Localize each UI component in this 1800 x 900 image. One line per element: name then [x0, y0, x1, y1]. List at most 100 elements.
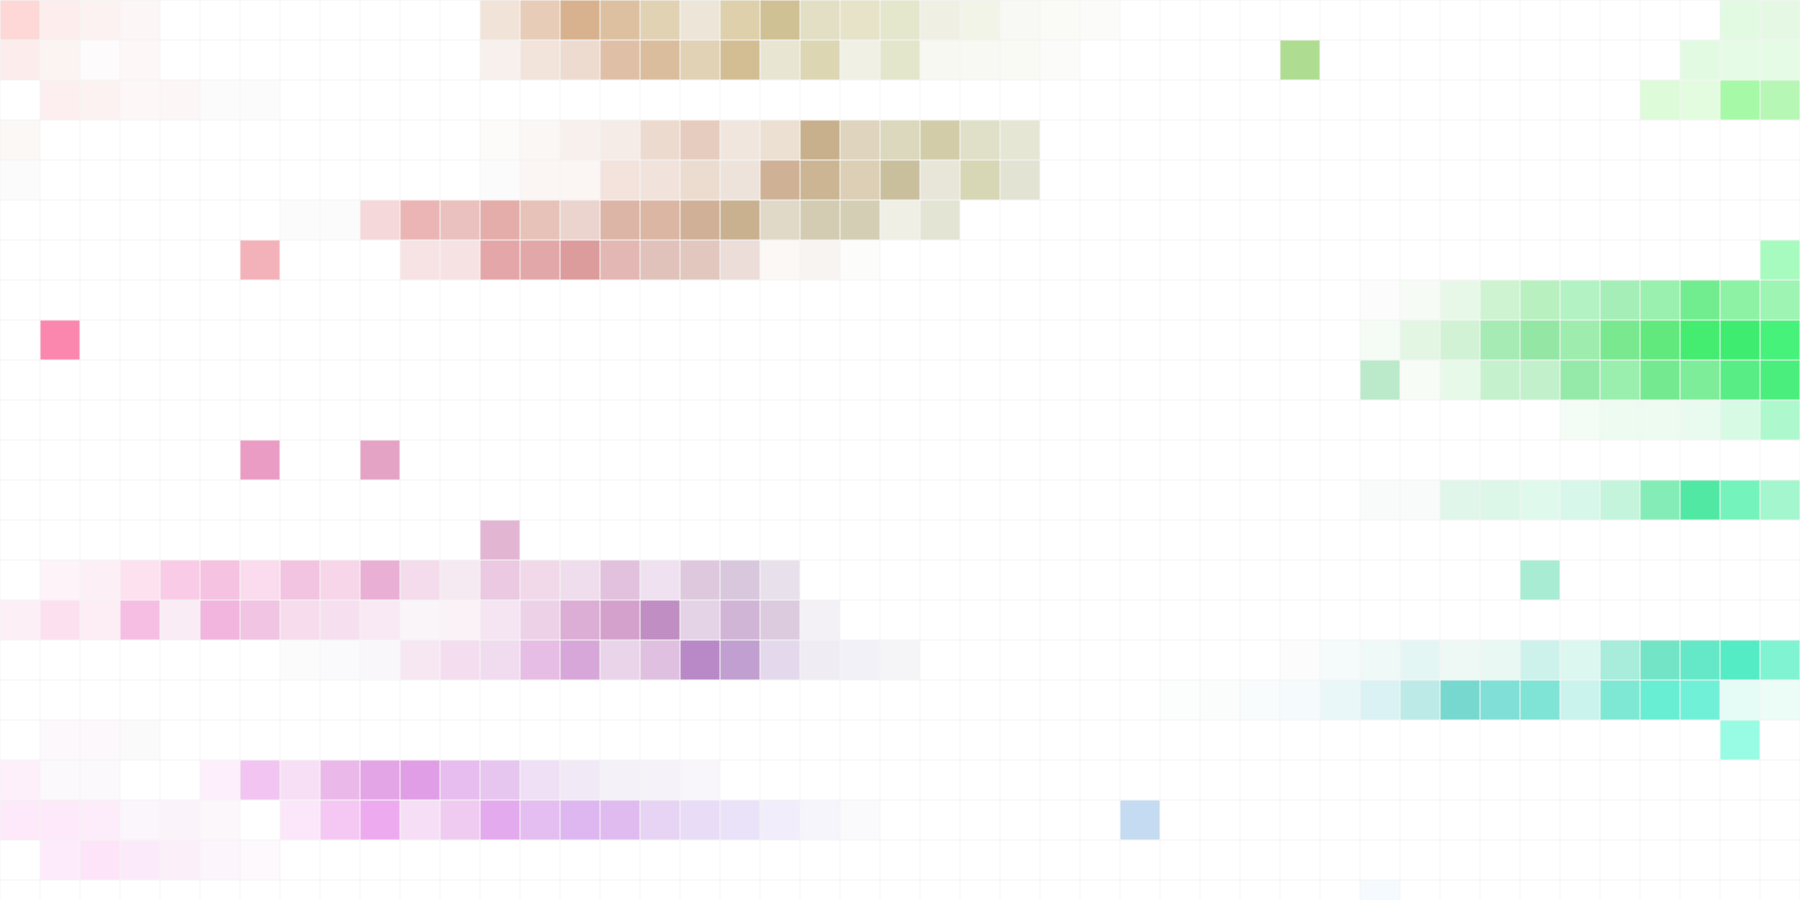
heatmap-empty-cell — [1199, 279, 1241, 321]
heatmap-empty-cell — [1439, 439, 1481, 481]
heatmap-empty-cell — [959, 639, 1001, 681]
heatmap-empty-cell — [479, 79, 521, 121]
heatmap-cell — [79, 799, 121, 841]
heatmap-empty-cell — [1599, 0, 1641, 41]
heatmap-empty-cell — [359, 479, 401, 521]
heatmap-cell — [519, 119, 561, 161]
heatmap-empty-cell — [1519, 879, 1561, 900]
heatmap-cell — [119, 719, 161, 761]
heatmap-cell — [1359, 639, 1401, 681]
heatmap-cell — [1679, 359, 1721, 401]
heatmap-empty-cell — [1599, 839, 1641, 881]
heatmap-empty-cell — [1199, 439, 1241, 481]
heatmap-empty-cell — [1559, 239, 1601, 281]
heatmap-cell — [239, 439, 281, 481]
heatmap-empty-cell — [319, 879, 361, 900]
heatmap-empty-cell — [1639, 839, 1681, 881]
heatmap-empty-cell — [759, 319, 801, 361]
heatmap-cell — [1639, 399, 1681, 441]
heatmap-empty-cell — [999, 879, 1041, 900]
heatmap-empty-cell — [1119, 879, 1161, 900]
heatmap-cell — [119, 79, 161, 121]
heatmap-empty-cell — [1559, 719, 1601, 761]
heatmap-empty-cell — [1759, 799, 1800, 841]
heatmap-cell — [199, 799, 241, 841]
heatmap-cell — [799, 0, 841, 41]
heatmap-cell — [919, 199, 961, 241]
heatmap-empty-cell — [1559, 439, 1601, 481]
heatmap-empty-cell — [1479, 399, 1521, 441]
heatmap-empty-cell — [1079, 599, 1121, 641]
heatmap-empty-cell — [999, 679, 1041, 721]
heatmap-empty-cell — [1279, 359, 1321, 401]
heatmap-empty-cell — [1039, 159, 1081, 201]
heatmap-cell — [479, 159, 521, 201]
heatmap-empty-cell — [39, 479, 81, 521]
heatmap-empty-cell — [359, 359, 401, 401]
heatmap-cell — [759, 0, 801, 41]
heatmap-empty-cell — [1559, 879, 1601, 900]
heatmap-empty-cell — [39, 639, 81, 681]
heatmap-empty-cell — [1479, 239, 1521, 281]
heatmap-cell — [119, 39, 161, 81]
heatmap-empty-cell — [199, 0, 241, 41]
heatmap-cell — [1439, 679, 1481, 721]
heatmap-empty-cell — [1399, 759, 1441, 801]
heatmap-cell — [39, 0, 81, 41]
heatmap-empty-cell — [1039, 519, 1081, 561]
heatmap-cell — [479, 799, 521, 841]
heatmap-empty-cell — [1599, 439, 1641, 481]
heatmap-empty-cell — [919, 879, 961, 900]
heatmap-cell — [519, 239, 561, 281]
heatmap-empty-cell — [879, 239, 921, 281]
heatmap-empty-cell — [199, 439, 241, 481]
heatmap-empty-cell — [119, 679, 161, 721]
heatmap-empty-cell — [1079, 279, 1121, 321]
heatmap-cell — [399, 239, 441, 281]
heatmap-cell — [119, 559, 161, 601]
heatmap-empty-cell — [719, 719, 761, 761]
heatmap-cell — [1599, 279, 1641, 321]
heatmap-empty-cell — [479, 839, 521, 881]
heatmap-empty-cell — [759, 519, 801, 561]
heatmap-empty-cell — [999, 79, 1041, 121]
heatmap-empty-cell — [119, 879, 161, 900]
heatmap-empty-cell — [1039, 199, 1081, 241]
heatmap-empty-cell — [1319, 159, 1361, 201]
heatmap-empty-cell — [359, 879, 401, 900]
heatmap-cell — [1599, 359, 1641, 401]
heatmap-cell — [1399, 679, 1441, 721]
heatmap-empty-cell — [559, 439, 601, 481]
heatmap-empty-cell — [319, 359, 361, 401]
heatmap-empty-cell — [479, 719, 521, 761]
heatmap-empty-cell — [679, 679, 721, 721]
heatmap-empty-cell — [0, 639, 41, 681]
heatmap-empty-cell — [999, 519, 1041, 561]
heatmap-cell — [1399, 639, 1441, 681]
heatmap-cell — [479, 599, 521, 641]
heatmap-empty-cell — [279, 319, 321, 361]
heatmap-empty-cell — [399, 839, 441, 881]
heatmap-empty-cell — [1239, 79, 1281, 121]
heatmap-cell — [679, 239, 721, 281]
heatmap-cell — [1639, 79, 1681, 121]
heatmap-empty-cell — [239, 159, 281, 201]
heatmap-empty-cell — [919, 799, 961, 841]
heatmap-empty-cell — [1199, 519, 1241, 561]
heatmap-cell — [559, 39, 601, 81]
heatmap-empty-cell — [0, 879, 41, 900]
heatmap-cell — [0, 39, 41, 81]
heatmap-empty-cell — [1559, 799, 1601, 841]
heatmap-empty-cell — [1159, 439, 1201, 481]
heatmap-cell — [839, 0, 881, 41]
heatmap-cell — [79, 559, 121, 601]
heatmap-empty-cell — [639, 359, 681, 401]
heatmap-empty-cell — [1159, 639, 1201, 681]
heatmap-empty-cell — [1079, 639, 1121, 681]
heatmap-cell — [79, 759, 121, 801]
heatmap-cell — [519, 759, 561, 801]
heatmap-cell — [439, 199, 481, 241]
heatmap-cell — [1679, 39, 1721, 81]
heatmap-empty-cell — [1399, 839, 1441, 881]
heatmap-empty-cell — [1319, 839, 1361, 881]
